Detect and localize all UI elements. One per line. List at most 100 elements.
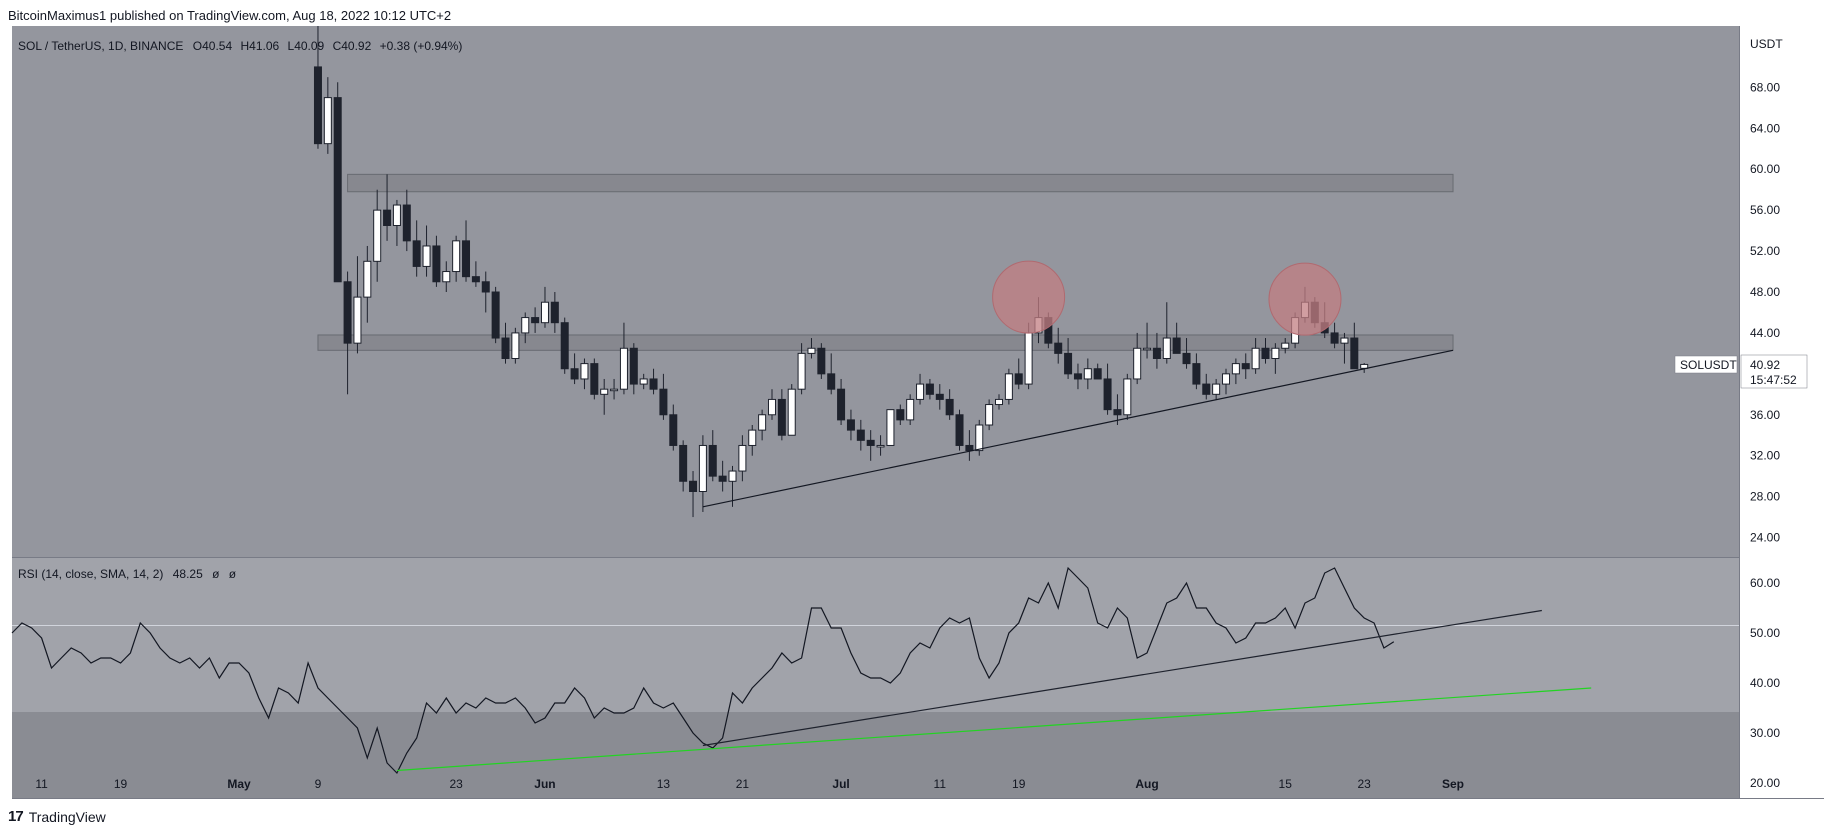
rsi-tick-label: 40.00 <box>1750 676 1780 690</box>
candle-body <box>767 398 776 416</box>
candle-body <box>718 475 727 482</box>
rsi-tick-label: 60.00 <box>1750 576 1780 590</box>
candle-body <box>333 97 342 283</box>
symbol-tag: SOLUSDT <box>1680 358 1737 372</box>
price-tick-label: 48.00 <box>1750 285 1780 299</box>
candle-body <box>1083 368 1092 380</box>
candle-body <box>550 301 559 324</box>
candle-body <box>906 398 915 421</box>
time-tick-label: Sep <box>1442 777 1464 791</box>
footer: 17 TradingView <box>8 808 106 825</box>
highlight-circle <box>1268 262 1342 336</box>
candle-body <box>511 332 520 359</box>
candle-body <box>708 444 717 477</box>
candle-body <box>955 414 964 446</box>
candle-body <box>817 347 826 375</box>
candle-body <box>639 378 648 385</box>
rsi-legend-na2: ø <box>229 567 237 581</box>
candle-body <box>1182 352 1191 365</box>
candle-body <box>521 317 530 334</box>
candle-body <box>1014 373 1023 385</box>
candle-body <box>560 322 569 370</box>
candle-body <box>1261 347 1270 359</box>
price-tag-value: 40.92 <box>1750 358 1780 372</box>
time-tick-label: 13 <box>657 777 671 791</box>
time-tick-label: 9 <box>315 777 322 791</box>
candle-body <box>1340 337 1349 344</box>
candle-body <box>343 281 352 344</box>
candle-body <box>442 271 451 283</box>
candle-body <box>1064 352 1073 375</box>
rsi-legend: RSI (14, close, SMA, 14, 2) 48.25 ø ø <box>18 567 237 581</box>
candle-body <box>1212 383 1221 395</box>
candle-body <box>610 388 619 392</box>
time-tick-label: 15 <box>1279 777 1293 791</box>
candle-body <box>1281 342 1290 349</box>
ascending-support-line <box>702 349 1454 508</box>
rsi-trendline <box>702 609 1542 747</box>
candle-body <box>896 409 905 421</box>
candle-body <box>659 388 668 416</box>
low-label: L <box>288 39 295 53</box>
candle-body <box>1152 347 1161 359</box>
candle-body <box>1172 337 1181 354</box>
candle-body <box>1133 347 1142 380</box>
candle-body <box>363 260 372 298</box>
candle-body <box>491 291 500 339</box>
candle-body <box>935 393 944 400</box>
candle-body <box>353 296 362 344</box>
candle-body <box>846 419 855 431</box>
candle-body <box>837 388 846 421</box>
candle-body <box>1123 378 1132 416</box>
time-tick-label: 11 <box>35 777 48 791</box>
low-value: 40.09 <box>294 39 324 53</box>
price-tick-label: 60.00 <box>1750 162 1780 176</box>
candle-body <box>827 373 836 390</box>
candle-body <box>501 337 510 359</box>
time-tick-label: 23 <box>1358 777 1372 791</box>
candle-body <box>995 398 1003 406</box>
candle-body <box>1113 409 1122 416</box>
rsi-legend-label: RSI (14, close, SMA, 14, 2) <box>18 567 163 581</box>
price-tick-label: 44.00 <box>1750 326 1780 340</box>
candle-body <box>629 347 638 385</box>
candle-body <box>402 204 411 242</box>
candle-body <box>422 245 431 267</box>
rsi-legend-na1: ø <box>212 567 220 581</box>
price-tick-label: 24.00 <box>1750 531 1780 545</box>
candle-body <box>945 398 954 416</box>
candle-body <box>807 347 816 354</box>
candle-body <box>392 204 401 227</box>
candle-body <box>1192 363 1201 385</box>
time-tick-label: 11 <box>934 777 947 791</box>
candle-body <box>1350 337 1359 370</box>
candle-body <box>777 398 786 436</box>
candle-body <box>1202 383 1211 395</box>
candle-body <box>580 363 589 380</box>
footer-brand: TradingView <box>28 808 106 825</box>
time-tick-label: 23 <box>449 777 463 791</box>
high-value: 41.06 <box>249 39 279 53</box>
time-tick-label: Aug <box>1135 777 1158 791</box>
candle-body <box>856 429 865 441</box>
symbol-tag-bg <box>1674 355 1738 374</box>
candle-body <box>619 347 628 390</box>
candle-body <box>738 444 747 472</box>
candle-body <box>1162 337 1171 359</box>
candle-body <box>1251 347 1260 370</box>
rsi-line <box>11 566 1395 775</box>
candle-body <box>1222 373 1231 385</box>
candle-body <box>383 209 392 226</box>
candle-body <box>916 383 925 400</box>
candle-body <box>669 414 678 446</box>
candle-body <box>925 383 934 395</box>
candle-body <box>965 444 974 452</box>
price-tag-countdown: 15:47:52 <box>1750 373 1797 387</box>
candle-body <box>600 388 609 395</box>
price-axis-bg <box>1739 26 1824 798</box>
time-tick-label: 21 <box>736 777 750 791</box>
open-value: 40.54 <box>202 39 232 53</box>
candle-body <box>1330 332 1339 344</box>
time-tick-label: 19 <box>114 777 128 791</box>
